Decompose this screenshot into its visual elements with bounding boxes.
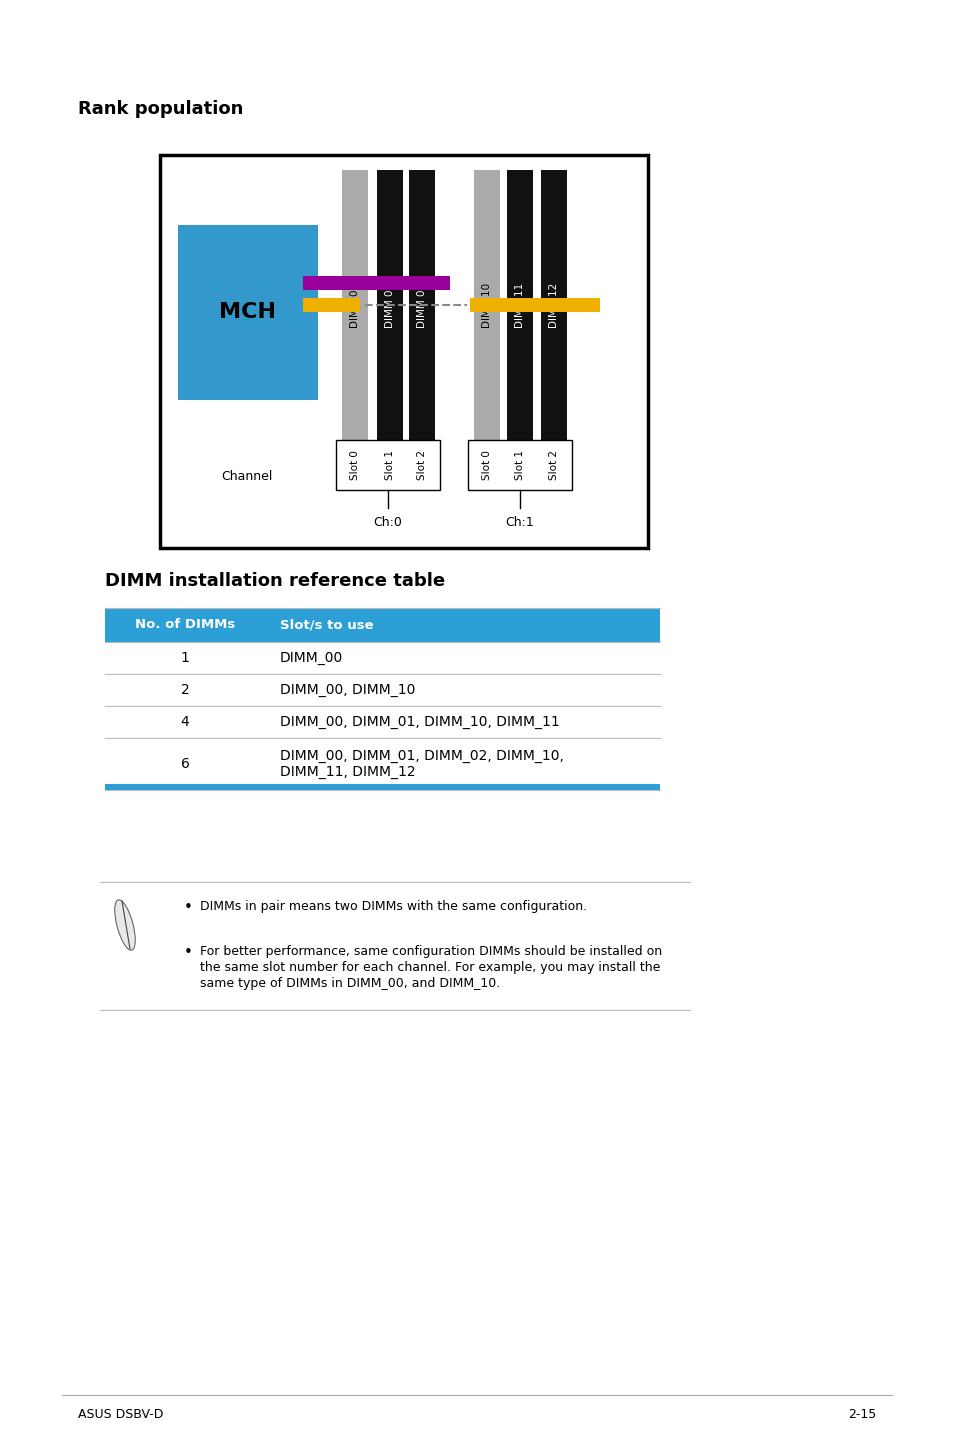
Bar <box>160 155 647 548</box>
Bar <box>376 170 402 440</box>
Text: Slot 0: Slot 0 <box>481 450 492 480</box>
Text: Ch:1: Ch:1 <box>505 516 534 529</box>
Text: DIMM 00: DIMM 00 <box>350 282 359 328</box>
Bar <box>470 298 599 312</box>
Text: Slot/s to use: Slot/s to use <box>280 618 374 631</box>
Text: Channel: Channel <box>221 470 273 483</box>
Text: MCH: MCH <box>219 302 276 322</box>
Text: DIMM 11: DIMM 11 <box>515 282 524 328</box>
Text: Slot 1: Slot 1 <box>385 450 395 480</box>
Text: Slot 2: Slot 2 <box>548 450 558 480</box>
Text: For better performance, same configuration DIMMs should be installed on: For better performance, same configurati… <box>200 945 661 958</box>
Text: 1: 1 <box>180 651 190 664</box>
Text: 2-15: 2-15 <box>847 1408 875 1421</box>
Text: DIMM_00, DIMM_01, DIMM_02, DIMM_10,
DIMM_11, DIMM_12: DIMM_00, DIMM_01, DIMM_02, DIMM_10, DIMM… <box>280 749 563 779</box>
Bar <box>506 170 533 440</box>
Bar <box>341 170 368 440</box>
Text: DIMM_00: DIMM_00 <box>280 651 343 664</box>
Bar <box>409 170 435 440</box>
Ellipse shape <box>114 900 135 951</box>
Bar <box>540 170 566 440</box>
Bar <box>335 440 439 490</box>
Text: Slot 1: Slot 1 <box>515 450 524 480</box>
Text: DIMM 01: DIMM 01 <box>385 282 395 328</box>
Bar <box>105 784 659 789</box>
Text: •: • <box>183 900 193 915</box>
Text: DIMM 10: DIMM 10 <box>481 282 492 328</box>
Bar <box>178 224 317 400</box>
Bar <box>474 170 499 440</box>
Text: DIMM_00, DIMM_10: DIMM_00, DIMM_10 <box>280 683 415 697</box>
Bar <box>105 608 659 641</box>
Text: the same slot number for each channel. For example, you may install the: the same slot number for each channel. F… <box>200 961 659 974</box>
Text: 4: 4 <box>180 715 190 729</box>
Text: DIMMs in pair means two DIMMs with the same configuration.: DIMMs in pair means two DIMMs with the s… <box>200 900 586 913</box>
Text: 6: 6 <box>180 756 190 771</box>
Text: DIMM 12: DIMM 12 <box>548 282 558 328</box>
Bar <box>303 298 359 312</box>
Text: No. of DIMMs: No. of DIMMs <box>134 618 234 631</box>
Text: DIMM 02: DIMM 02 <box>416 282 427 328</box>
Text: Slot 2: Slot 2 <box>416 450 427 480</box>
Bar <box>303 276 450 290</box>
Text: Slot 0: Slot 0 <box>350 450 359 480</box>
Text: ASUS DSBV-D: ASUS DSBV-D <box>78 1408 163 1421</box>
Text: same type of DIMMs in DIMM_00, and DIMM_10.: same type of DIMMs in DIMM_00, and DIMM_… <box>200 976 499 989</box>
Text: Ch:0: Ch:0 <box>374 516 402 529</box>
Bar <box>468 440 572 490</box>
Text: DIMM installation reference table: DIMM installation reference table <box>105 572 445 590</box>
Text: DIMM_00, DIMM_01, DIMM_10, DIMM_11: DIMM_00, DIMM_01, DIMM_10, DIMM_11 <box>280 715 559 729</box>
Text: Rank population: Rank population <box>78 101 243 118</box>
Text: •: • <box>183 945 193 961</box>
Text: 2: 2 <box>180 683 190 697</box>
